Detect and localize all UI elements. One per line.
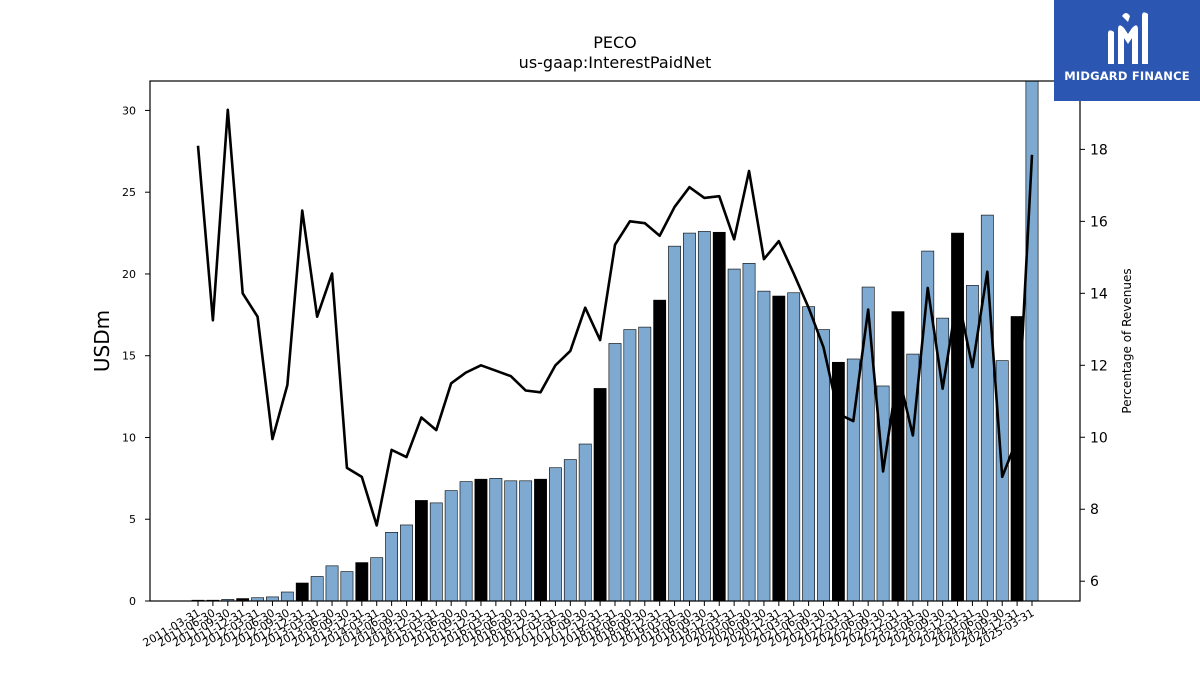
bar-2012-06-30 xyxy=(266,596,279,602)
bar-2021-06-30 xyxy=(802,306,816,602)
bar-2013-12-31 xyxy=(355,562,369,602)
bar-2020-09-30 xyxy=(757,290,771,602)
bar-2016-09-30 xyxy=(519,480,533,602)
bar-2014-06-30 xyxy=(385,532,399,602)
bar-2014-03-31 xyxy=(370,557,384,602)
bar-2013-06-30 xyxy=(325,565,339,602)
bar-2016-12-31 xyxy=(534,478,547,602)
bar-2015-12-31 xyxy=(474,478,488,602)
bar-2019-06-30 xyxy=(683,232,696,602)
bar-2020-12-31 xyxy=(772,295,786,602)
y2-tick-label: 16 xyxy=(1090,214,1108,230)
x-axis: 2011-03-312011-06-302011-09-302011-12-31… xyxy=(141,601,1037,650)
bar-2018-06-30 xyxy=(623,329,637,602)
brand-logo: MIDGARD FINANCE xyxy=(1054,0,1200,101)
y2-tick-label: 10 xyxy=(1090,430,1108,446)
bar-2023-06-30 xyxy=(921,250,935,602)
chart-subtitle: us-gaap:InterestPaidNet xyxy=(519,53,712,72)
bar-2023-12-31 xyxy=(951,232,964,602)
y-tick-label: 5 xyxy=(129,513,136,526)
bar-2013-03-31 xyxy=(310,576,324,602)
bar-2015-06-30 xyxy=(444,490,458,602)
bar-2022-12-31 xyxy=(891,311,905,602)
y2-tick-label: 8 xyxy=(1090,502,1099,518)
bar-2018-03-31 xyxy=(608,343,622,602)
bar-2017-12-31 xyxy=(593,388,607,602)
y-tick-label: 10 xyxy=(122,431,136,444)
bar-2014-12-31 xyxy=(414,500,428,602)
y-tick-label: 25 xyxy=(122,186,136,199)
bar-2019-12-31 xyxy=(712,231,726,602)
bar-2015-09-30 xyxy=(459,481,473,602)
bar-2020-06-30 xyxy=(742,263,756,602)
bar-2013-09-30 xyxy=(340,571,354,602)
bar-series xyxy=(191,80,1039,602)
y2-tick-label: 14 xyxy=(1090,286,1108,302)
y2-axis-label: Percentage of Revenues xyxy=(1120,268,1134,413)
y2-tick-label: 6 xyxy=(1090,574,1099,590)
bar-2019-09-30 xyxy=(697,231,711,602)
bar-2017-06-30 xyxy=(563,459,577,602)
y-axis-left: 0 5 10 15 20 25 30 xyxy=(122,104,150,608)
bar-2019-03-31 xyxy=(668,245,681,602)
y-axis-right: 6 8 10 12 14 16 18 xyxy=(1080,142,1108,590)
bar-2024-09-30 xyxy=(995,360,1009,602)
y-tick-label: 20 xyxy=(122,268,136,281)
y2-tick-label: 18 xyxy=(1090,142,1108,158)
y-axis-label: USDm xyxy=(90,310,114,372)
bar-2016-03-31 xyxy=(489,478,503,602)
brand-name: MIDGARD FINANCE xyxy=(1064,69,1190,83)
bar-2020-03-31 xyxy=(727,268,741,602)
y2-tick-label: 12 xyxy=(1090,358,1108,374)
bar-2017-03-31 xyxy=(549,467,562,602)
bar-2018-12-31 xyxy=(653,299,667,602)
midgard-logo-icon xyxy=(1108,12,1148,64)
y-tick-label: 15 xyxy=(122,350,136,363)
chart-title: PECO xyxy=(593,33,637,52)
bar-2021-03-31 xyxy=(787,292,801,602)
bar-2017-09-30 xyxy=(578,443,592,602)
y-tick-label: 0 xyxy=(129,595,136,608)
y-tick-label: 30 xyxy=(122,104,136,117)
bar-2012-12-31 xyxy=(295,582,309,602)
bar-2015-03-31 xyxy=(429,502,443,602)
bar-2016-06-30 xyxy=(504,480,518,602)
bar-2012-09-30 xyxy=(280,591,294,602)
percentage-line xyxy=(196,108,1034,527)
bar-2014-09-30 xyxy=(400,524,413,602)
bar-2018-09-30 xyxy=(638,326,652,602)
